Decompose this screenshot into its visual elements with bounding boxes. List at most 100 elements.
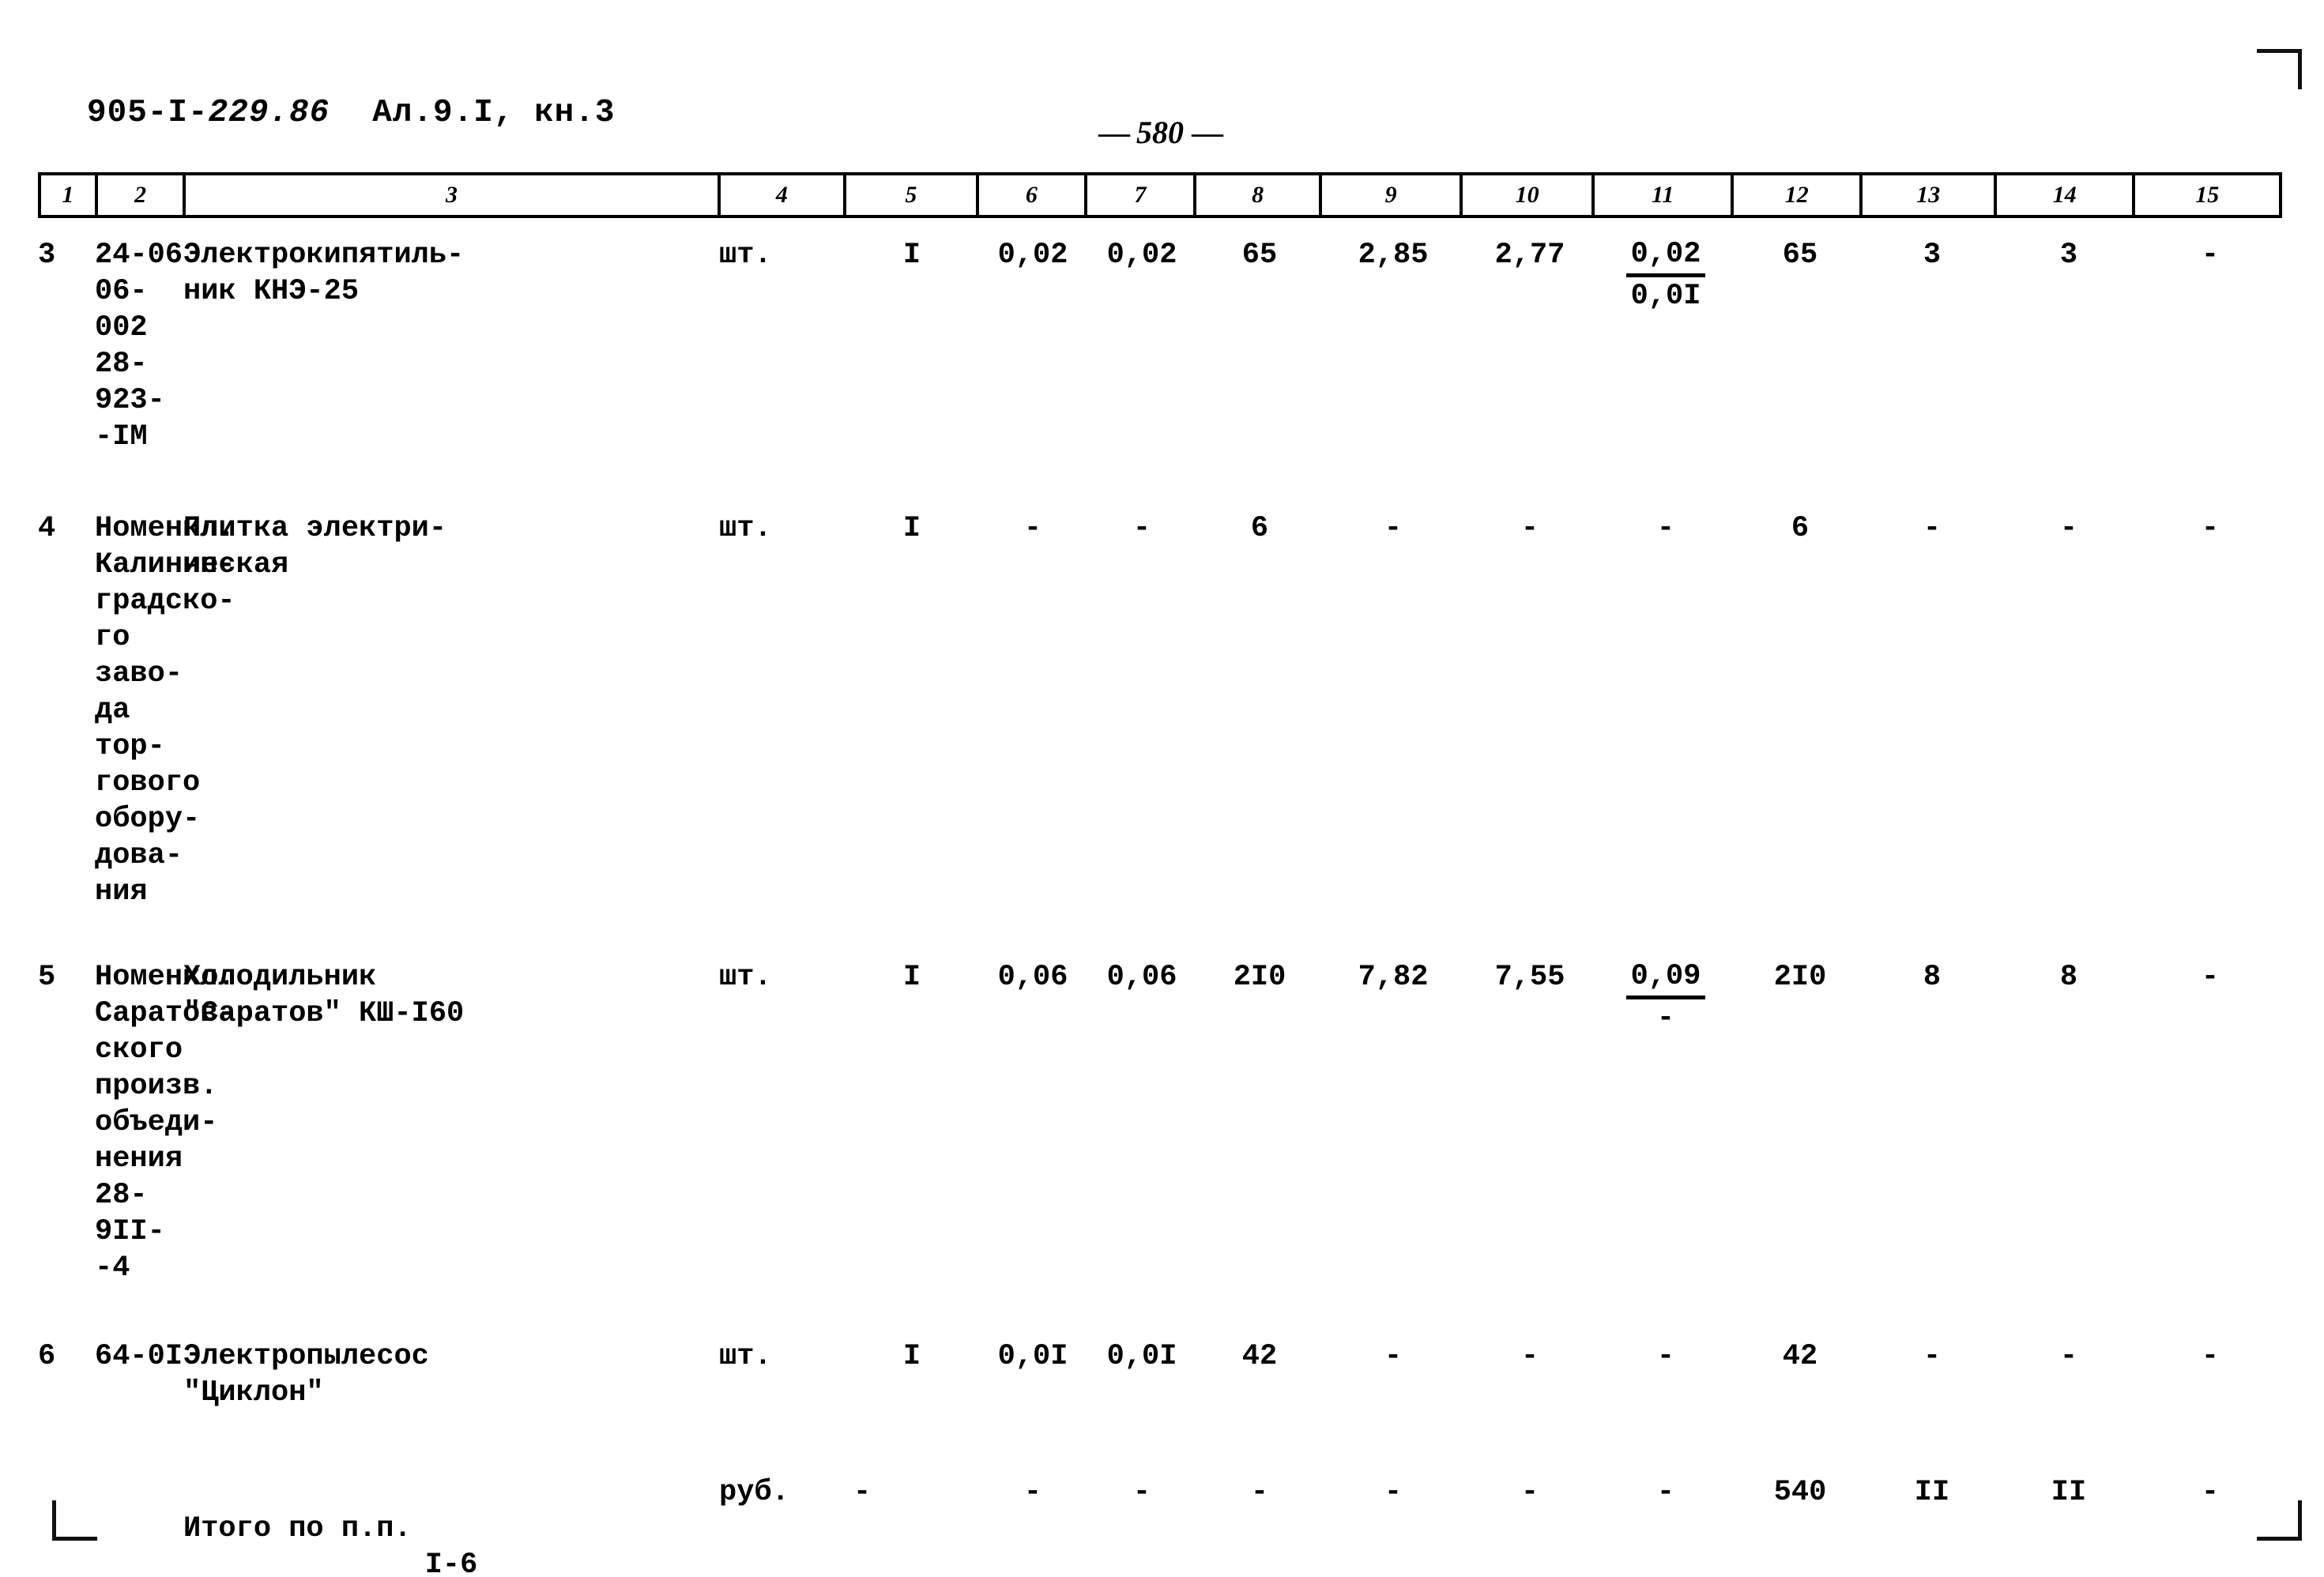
row-col7: 0,02 [1106, 239, 1177, 272]
column-number-11: 11 [1595, 175, 1734, 215]
row-code: 64-0I [95, 1340, 183, 1373]
crop-mark-bottom-right [2257, 1500, 2302, 1541]
table-row: 5 Номенкл. Саратов- ского произв. объеди… [38, 959, 2282, 1286]
row-col6: 0,02 [997, 239, 1068, 272]
row-col13: - [1923, 512, 1942, 545]
document-header: 905-I-229.86 Ал.9.I, кн.3 [87, 95, 616, 131]
column-number-12: 12 [1734, 175, 1863, 215]
row-col8: 6 [1250, 512, 1269, 545]
row-name: Электрокипятиль- ник КНЭ-25 [183, 239, 465, 308]
row-col11-fraction: 0,09 - [1596, 959, 1735, 1286]
column-number-2: 2 [98, 175, 186, 215]
row-col6: 0,0I [997, 1340, 1068, 1373]
summary-col12: 540 [1773, 1476, 1827, 1509]
row-col14: - [2059, 1340, 2078, 1373]
row-col9: - [1384, 512, 1403, 545]
row-col6: 0,06 [997, 961, 1068, 994]
summary-col6: - [1023, 1476, 1042, 1509]
row-col12: 2I0 [1773, 961, 1827, 994]
row-spacer [38, 1286, 2282, 1338]
row-spacer [38, 455, 2282, 510]
row-spacer [38, 1411, 2282, 1474]
row-number: 4 [38, 512, 56, 545]
summary-col14: II [2051, 1476, 2087, 1509]
row-col10: 7,55 [1494, 961, 1565, 994]
row-col8: 42 [1241, 1340, 1278, 1373]
fraction: 0,02 0,0I [1625, 237, 1706, 314]
page-number-value: 580 [1136, 115, 1184, 150]
column-number-4: 4 [721, 175, 847, 215]
column-number-15: 15 [2195, 182, 2220, 208]
summary-empty-number [38, 1474, 95, 1577]
summary-col11: - [1656, 1476, 1675, 1509]
album-reference: Ал.9.I, кн.3 [372, 95, 616, 131]
row-col15: - [2201, 239, 2220, 272]
row-col15: - [2201, 1340, 2220, 1373]
row-col8: 2I0 [1233, 961, 1286, 994]
row-col9: 7,82 [1358, 961, 1429, 994]
row-col9: - [1384, 1340, 1403, 1373]
row-col12: 6 [1791, 512, 1810, 545]
summary-col5: - [853, 1476, 872, 1509]
row-name: Плитка электри- ческая [183, 512, 447, 581]
row-code: Номенкл. Калинин- градско- го заво- да т… [95, 512, 235, 909]
row-number: 5 [38, 961, 56, 994]
row-col13: - [1923, 1340, 1942, 1373]
row-col5: I [902, 239, 921, 272]
row-name: Электропылесос "Циклон" [183, 1340, 429, 1410]
row-spacer [38, 910, 2282, 959]
column-number-rule: 1 2 3 4 5 6 7 8 9 10 11 12 13 14 15 [38, 172, 2282, 218]
summary-label: Итого по п.п. I-6 [183, 1474, 719, 1577]
row-col12: 65 [1782, 239, 1818, 272]
column-number-10: 10 [1463, 175, 1595, 215]
column-number-3: 3 [186, 175, 721, 215]
row-col11: - [1656, 1340, 1675, 1373]
row-col13: 3 [1923, 239, 1942, 272]
fraction-denominator: - [1656, 1002, 1675, 1035]
row-col9: 2,85 [1358, 239, 1429, 272]
table-row: 4 Номенкл. Калинин- градско- го заво- да… [38, 510, 2282, 910]
table-row: 3 24-06 06-002 28-923- -IM Электрокипяти… [38, 237, 2282, 455]
row-number: 6 [38, 1340, 56, 1373]
row-col7: - [1132, 512, 1151, 545]
page-number: — 580 — [1098, 114, 1223, 151]
row-col10: - [1520, 512, 1539, 545]
row-col15: - [2201, 512, 2220, 545]
row-name: Холодильник "Саратов" КШ-I60 [183, 961, 465, 1030]
summary-label-line1: Итого по п.п. [183, 1512, 412, 1545]
column-number-7: 7 [1087, 175, 1196, 215]
document-code-year: 229.86 [208, 95, 330, 131]
summary-col8: - [1250, 1476, 1269, 1509]
column-number-8: 8 [1196, 175, 1323, 215]
crop-mark-top-right [2257, 49, 2302, 89]
row-col15: - [2201, 961, 2220, 994]
row-col5: I [902, 512, 921, 545]
summary-empty-code [95, 1474, 183, 1577]
row-col8: 65 [1241, 239, 1278, 272]
summary-unit: руб. [719, 1476, 789, 1509]
row-col7: 0,06 [1106, 961, 1177, 994]
row-unit: шт. [719, 961, 772, 994]
row-number: 3 [38, 239, 56, 272]
row-col10: 2,77 [1494, 239, 1565, 272]
crop-mark-bottom-left [52, 1500, 97, 1541]
row-col10: - [1520, 1340, 1539, 1373]
row-code: 24-06 06-002 28-923- -IM [95, 239, 183, 454]
table-row: 6 64-0I Электропылесос "Циклон" шт. I 0,… [38, 1338, 2282, 1411]
summary-col7: - [1132, 1476, 1151, 1509]
row-col11-fraction: 0,02 0,0I [1596, 237, 1735, 455]
column-number-13: 13 [1863, 175, 1997, 215]
summary-col15: - [2201, 1476, 2220, 1509]
row-unit: шт. [719, 1340, 772, 1373]
document-code: 905-I- [87, 95, 209, 131]
row-col11: - [1656, 512, 1675, 545]
summary-col10: - [1520, 1476, 1539, 1509]
row-unit: шт. [719, 239, 772, 272]
column-number-9: 9 [1322, 175, 1463, 215]
summary-row: Итого по п.п. I-6 руб. - - - - - - - 540… [38, 1474, 2282, 1577]
summary-col13: II [1914, 1476, 1950, 1509]
column-number-1: 1 [41, 175, 98, 215]
column-number-5: 5 [846, 175, 979, 215]
column-number-14: 14 [1997, 175, 2136, 215]
row-code: Номенкл. Саратов- ского произв. объеди- … [95, 961, 235, 1285]
